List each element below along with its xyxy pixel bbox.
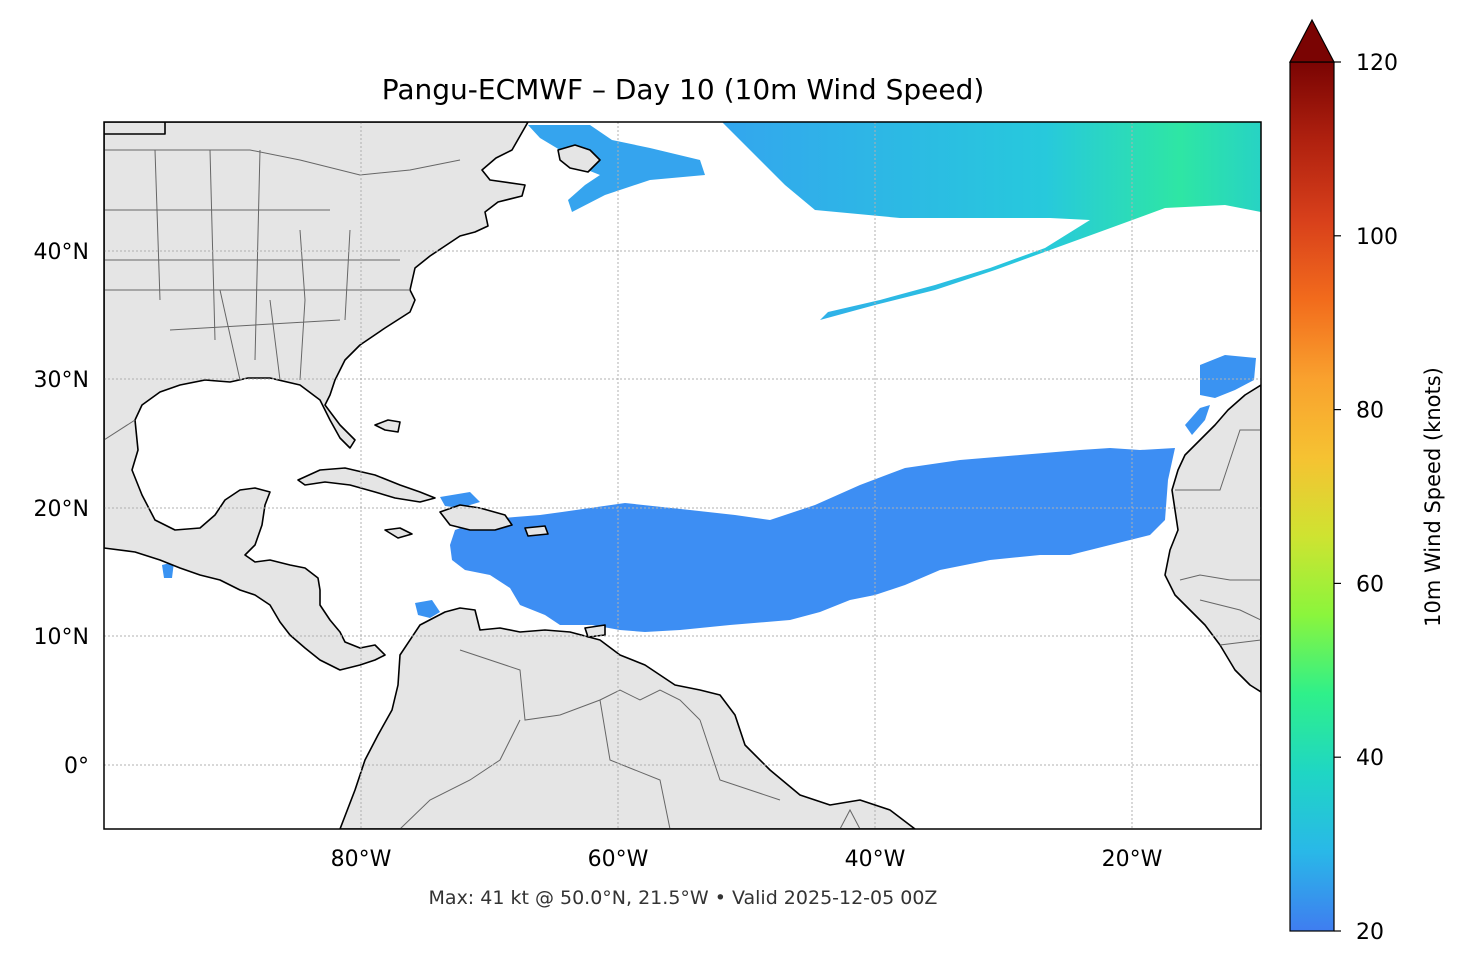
colorbar-tick-label: 40 (1356, 746, 1384, 771)
jamaica-land (384, 527, 413, 539)
trinidad-land (584, 624, 606, 638)
colorbar-tick-label: 100 (1356, 225, 1398, 250)
south-america-land (339, 607, 916, 829)
wind-region-canary (1200, 355, 1256, 398)
cuba-land (297, 467, 436, 503)
lat-label-10n: 10°N (34, 625, 89, 650)
lon-label-60w: 60°W (588, 847, 649, 872)
colorbar-tick-label: 60 (1356, 572, 1384, 597)
africa-land (1164, 384, 1261, 693)
south-america-borders (399, 649, 861, 829)
lat-label-30n: 30°N (34, 368, 89, 393)
lon-label-40w: 40°W (845, 847, 906, 872)
wind-region-centam-speck (162, 562, 174, 578)
colorbar-label: 10m Wind Speed (knots) (1421, 367, 1445, 627)
land (104, 122, 1261, 829)
colorbar-tick-label: 80 (1356, 399, 1384, 424)
footer-caption: Max: 41 kt @ 50.0°N, 21.5°W • Valid 2025… (429, 887, 938, 909)
puerto-rico-land (524, 525, 549, 537)
wind-region-storm-track (722, 122, 1261, 320)
africa-borders (1175, 429, 1261, 646)
lat-label-0: 0° (64, 754, 89, 779)
colorbar: 20 40 60 80 100 120 10m Wind Speed (knots) (1289, 18, 1445, 945)
lat-label-40n: 40°N (34, 240, 89, 265)
political-borders (104, 149, 1261, 829)
colorbar-bar (1289, 61, 1335, 932)
map-frame (103, 121, 1262, 830)
colorbar-tick-label: 120 (1356, 51, 1398, 76)
map-area (104, 122, 1261, 829)
wind-region-venezuela-patch (415, 600, 440, 618)
greenland-edge (104, 122, 166, 135)
wind-region-bahamas-patch (440, 492, 480, 508)
colorbar-tick-label: 20 (1356, 920, 1384, 945)
us-canada-border (104, 149, 461, 176)
hispaniola-land (439, 504, 513, 531)
bahamas-land (374, 419, 401, 433)
wind-region-canary-south (1185, 405, 1210, 435)
newfoundland-land (557, 144, 601, 173)
north-america-land (104, 122, 529, 671)
lon-label-80w: 80°W (331, 847, 392, 872)
lon-label-20w: 20°W (1102, 847, 1163, 872)
gridlines (104, 122, 1261, 829)
us-state-borders (104, 149, 410, 381)
lat-label-20n: 20°N (34, 497, 89, 522)
map-title: Pangu-ECMWF – Day 10 (10m Wind Speed) (382, 73, 985, 106)
wind-region-trade-belt (450, 448, 1175, 632)
colorbar-ticks: 20 40 60 80 100 120 (1334, 51, 1398, 945)
mexico-border (104, 419, 136, 441)
colorbar-extend-arrow (1289, 18, 1335, 63)
